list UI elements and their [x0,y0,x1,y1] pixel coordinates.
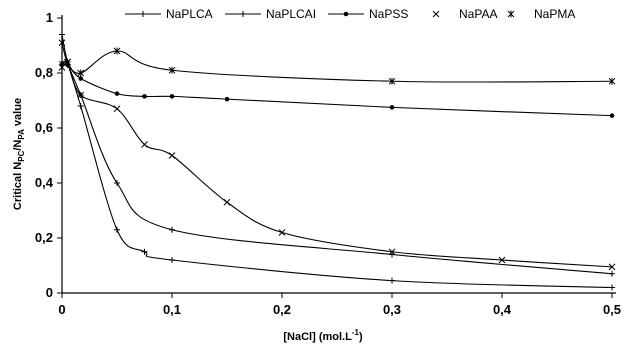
data-point-napma [608,77,616,85]
data-point-napaa [278,229,286,236]
legend-marker [432,10,440,18]
legend-label: NaPAA [459,7,497,21]
axes: 0 0,1 0,2 0,3 0,4 0,5 0 0,2 0,4 0,6 0,8 1 [35,10,621,317]
x-tick-label: 0,4 [493,302,512,317]
data-point-napma [64,58,71,66]
legend-item-naplca: NaPLCA [125,7,213,21]
data-point-naplca [609,284,615,291]
legend-marker [140,11,146,17]
y-axis-label: Critical NPC/NPA value [12,98,26,210]
data-point-napma [77,69,85,77]
x-tick-label: 0 [58,302,65,317]
data-point-napaa [388,248,396,256]
y-tick-label: 0,8 [35,65,53,80]
data-point-napss [609,113,615,118]
series-naplca [59,31,615,291]
data-point-napaa [223,198,231,206]
data-point-napaa [168,152,176,159]
data-point-naplcai [389,251,395,258]
data-point-naplca [169,257,175,263]
y-tick-label: 0,2 [35,230,53,245]
legend-item-naplcai: NaPLCAI [225,7,316,21]
x-tick-label: 0,2 [273,302,291,317]
series-napss [59,62,615,118]
x-axis-label: [NaCl] (mol.L-1) [283,328,363,343]
series-line-napma [61,42,613,83]
data-point-napma [388,77,396,85]
data-point-naplcai [609,270,615,277]
y-tick-label: 0,4 [35,175,54,190]
data-point-naplca [389,277,395,284]
y-tick-label: 0,6 [35,120,53,135]
data-point-napss [389,105,395,110]
x-tick-label: 0,3 [383,302,401,317]
series-napma [58,39,616,85]
data-point-napss [142,94,147,99]
legend-label: NaPSS [369,7,408,21]
y-tick-label: 0 [46,285,53,300]
series-napaa [58,58,616,271]
legend-label: NaPMA [534,7,575,21]
legend-item-napss: NaPSS [328,7,408,21]
data-point-naplcai [114,180,120,186]
data-point-napaa [498,256,506,264]
series-line-napss [61,63,613,117]
legend-marker [240,11,246,17]
data-point-naplcai [169,226,175,233]
series-line-naplcai [61,60,613,275]
data-point-naplca [114,226,120,233]
data-point-napss [224,96,230,102]
data-point-naplca [141,248,148,255]
legend-item-napma: NaPMA [507,7,575,21]
y-tick-label: 1 [46,10,53,25]
legend-marker [507,10,515,18]
data-point-napaa [58,64,66,71]
data-point-napma [58,39,66,47]
data-point-napaa [608,263,616,271]
x-tick-label: 0,1 [163,302,181,317]
legend-item-napaa: NaPAA [432,7,497,21]
data-point-napma [168,66,176,74]
series-layer [58,31,616,291]
data-point-napss [78,76,83,81]
data-point-naplca [59,31,65,38]
data-point-napaa [113,105,121,113]
data-point-napss [169,94,175,99]
data-point-napaa [77,91,85,99]
x-tick-label: 0,5 [603,302,621,317]
legend-label: NaPLCAI [266,7,316,21]
data-point-napss [114,91,120,96]
data-point-napma [113,47,121,55]
legend-label: NaPLCA [166,7,213,21]
series-line-napaa [61,60,613,268]
data-point-naplca [77,103,84,109]
legend: NaPLCA NaPLCAI NaPSS NaPAA NaPMA [125,7,575,21]
data-point-napaa [141,141,148,148]
legend-marker [343,11,349,17]
